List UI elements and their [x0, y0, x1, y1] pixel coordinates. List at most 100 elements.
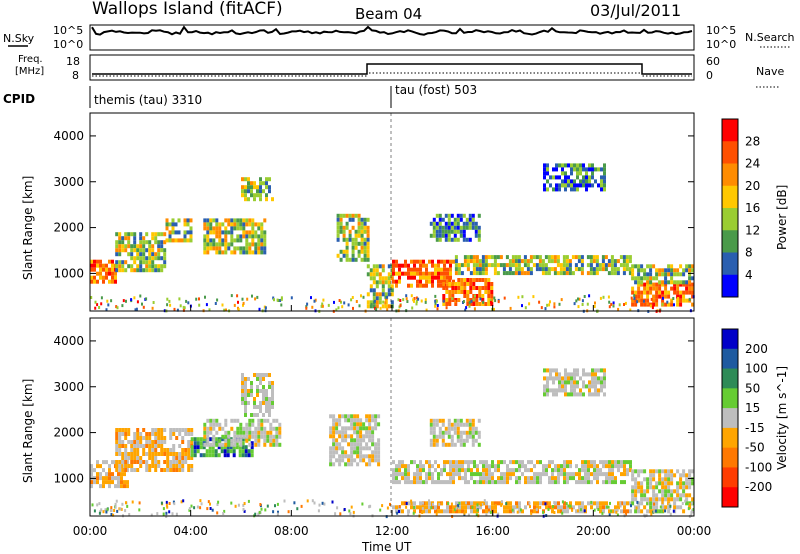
velocity-cell — [263, 430, 267, 435]
velocity-cell — [634, 493, 638, 498]
velocity-cell — [133, 460, 137, 464]
velocity-cell — [332, 430, 336, 435]
velocity-cell — [485, 472, 488, 477]
power-cell — [163, 264, 167, 269]
power-cell — [456, 225, 460, 230]
velocity-cell — [365, 454, 369, 459]
power-cell — [166, 303, 169, 307]
power-cell — [348, 213, 352, 218]
velocity-cell — [643, 513, 646, 517]
power-cell — [469, 255, 473, 260]
velocity-cell — [244, 389, 247, 393]
velocity-cell — [126, 484, 129, 489]
velocity-cell — [494, 480, 497, 485]
power-cell — [487, 302, 491, 306]
power-cell — [96, 279, 99, 284]
velocity-cell — [128, 513, 131, 516]
velocity-cell — [512, 460, 515, 465]
velocity-cell — [509, 501, 512, 506]
power-cell — [245, 230, 249, 235]
power-cell — [577, 255, 581, 260]
velocity-cell — [461, 464, 464, 469]
power-cell — [595, 271, 599, 276]
velocity-cell — [500, 501, 503, 506]
velocity-cell — [257, 418, 261, 423]
velocity-cell — [551, 509, 554, 514]
power-cell — [236, 238, 240, 243]
velocity-cell — [359, 442, 363, 447]
velocity-cell — [607, 505, 610, 509]
velocity-cell — [554, 476, 557, 481]
velocity-cell — [395, 509, 398, 514]
velocity-cell — [585, 372, 588, 377]
velocity-cell — [464, 480, 467, 485]
velocity-cell — [247, 401, 250, 405]
power-cell — [640, 276, 644, 281]
power-cell — [544, 263, 548, 268]
power-cell — [576, 167, 579, 172]
velocity-cell — [344, 418, 348, 423]
velocity-cell — [236, 434, 240, 439]
x-tick-label: 04:00 — [173, 524, 208, 538]
velocity-cell — [93, 480, 96, 485]
velocity-cell — [555, 372, 558, 377]
nave-tick-bottom: 0 — [706, 69, 713, 82]
velocity-cell — [587, 460, 590, 465]
velocity-cell — [212, 418, 216, 423]
velocity-cell — [217, 445, 221, 450]
velocity-cell — [369, 504, 372, 508]
power-cell — [493, 267, 497, 272]
power-cell — [169, 303, 172, 307]
velocity-cell — [268, 405, 271, 409]
velocity-cell — [202, 453, 206, 458]
power-cell — [233, 222, 237, 227]
nave-tick-top: 60 — [706, 55, 720, 68]
velocity-cell — [344, 438, 348, 443]
velocity-cell — [265, 401, 268, 405]
velocity-cell — [139, 432, 143, 436]
velocity-cell — [566, 464, 569, 469]
velocity-cell — [505, 502, 508, 506]
velocity-cell — [256, 377, 259, 381]
power-cell — [471, 217, 475, 222]
power-cell — [221, 230, 225, 235]
velocity-cell — [429, 438, 433, 443]
velocity-cell — [407, 476, 410, 481]
velocity-cell — [356, 418, 360, 423]
velocity-cell — [518, 464, 521, 469]
velocity-cell — [374, 458, 378, 463]
power-cell — [241, 177, 244, 182]
velocity-cell — [637, 509, 641, 514]
velocity-cell — [235, 445, 239, 450]
velocity-cell — [434, 480, 437, 485]
velocity-cell — [90, 472, 93, 477]
power-cell — [547, 271, 551, 276]
power-cell — [581, 299, 584, 303]
velocity-cell — [98, 502, 101, 506]
velocity-cell — [667, 485, 671, 490]
velocity-cell — [470, 509, 473, 514]
velocity-cell — [139, 444, 143, 448]
velocity-cell — [404, 464, 407, 469]
power-cell — [447, 233, 451, 238]
power-cell — [230, 238, 234, 243]
velocity-cell — [361, 502, 364, 506]
velocity-cell — [503, 476, 506, 481]
power-cell — [447, 301, 450, 305]
power-cell — [586, 263, 590, 268]
velocity-cell — [139, 464, 143, 468]
velocity-cell — [374, 422, 378, 427]
power-cell — [582, 179, 585, 184]
velocity-cell — [350, 414, 354, 419]
velocity-cell — [533, 505, 536, 510]
power-cell — [670, 280, 674, 285]
velocity-cell — [605, 476, 608, 481]
power-cell — [251, 226, 255, 231]
velocity-cell — [691, 469, 695, 474]
velocity-cell — [241, 389, 244, 393]
velocity-cell — [208, 445, 212, 450]
velocity-cell — [172, 444, 176, 448]
power-cell — [245, 238, 249, 243]
power-cell — [567, 179, 570, 184]
power-cell — [508, 263, 512, 268]
